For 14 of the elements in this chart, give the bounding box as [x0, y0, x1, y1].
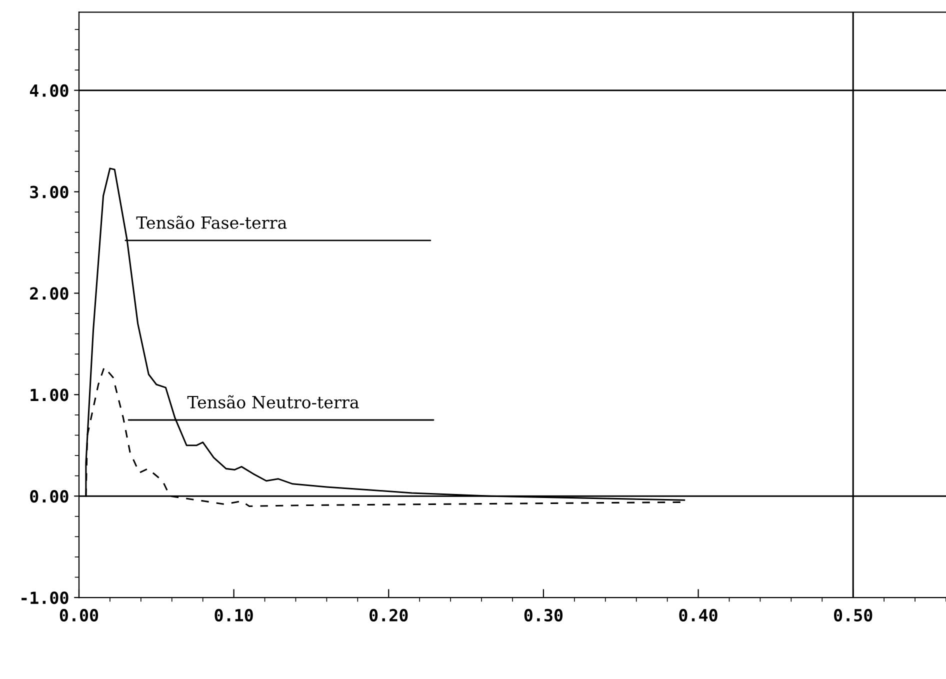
y-tick-label: -1.00 [22, 591, 68, 604]
x-tick-label: 0.00 [60, 608, 98, 622]
y-tick-label: 4.00 [30, 84, 68, 97]
annotation: Tensão Fase-terra [136, 216, 287, 229]
y-tick-label: 1.00 [30, 388, 68, 402]
x-tick-label: 0.20 [370, 608, 408, 622]
x-tick-label: 0.30 [524, 608, 563, 622]
annotation: Tensão Neutro-terra [187, 395, 359, 408]
y-tick-label: 3.00 [30, 186, 68, 198]
x-tick-label: 0.40 [679, 608, 718, 622]
x-tick-label: 0.10 [214, 608, 253, 622]
x-tick-label: 0.50 [834, 608, 872, 622]
y-tick-label: 0.00 [30, 490, 68, 503]
y-tick-label: 2.00 [30, 287, 68, 300]
